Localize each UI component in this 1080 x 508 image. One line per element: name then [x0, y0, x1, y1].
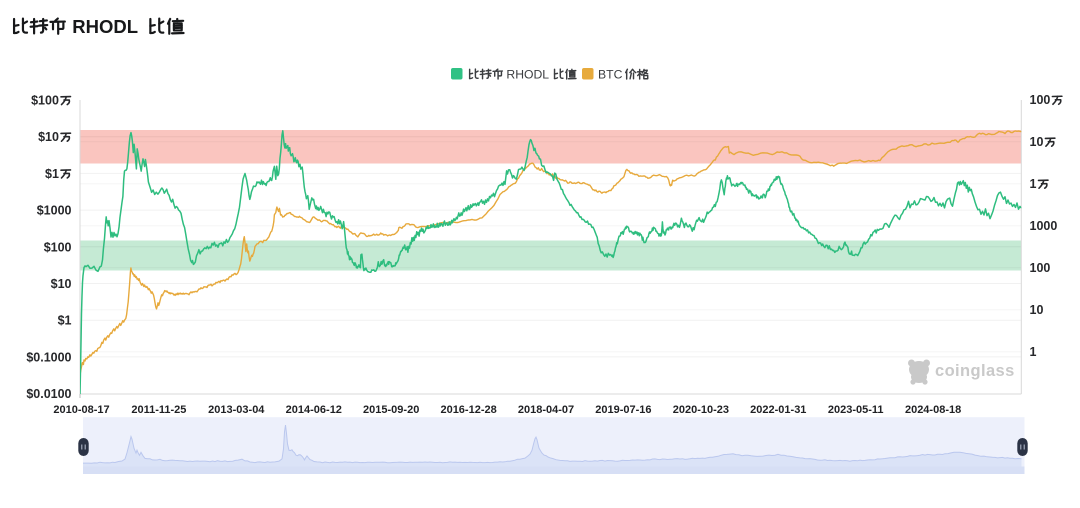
svg-text:$0.1000: $0.1000: [26, 350, 71, 364]
svg-text:2024-08-18: 2024-08-18: [905, 404, 961, 416]
svg-text:2018-04-07: 2018-04-07: [518, 404, 574, 416]
svg-text:1: 1: [1030, 345, 1037, 359]
svg-text:2014-06-12: 2014-06-12: [286, 404, 342, 416]
svg-text:coinglass: coinglass: [935, 362, 1015, 380]
svg-text:$100: $100: [44, 240, 72, 254]
svg-text:$0.0100: $0.0100: [26, 387, 71, 401]
svg-text:1000: 1000: [1030, 219, 1058, 233]
svg-text:$10: $10: [51, 277, 72, 291]
svg-text:2015-09-20: 2015-09-20: [363, 404, 419, 416]
svg-text:10: 10: [1030, 135, 1044, 149]
svg-text:RHODL: RHODL: [506, 68, 549, 82]
svg-text:10: 10: [1030, 303, 1044, 317]
svg-text:2011-11-25: 2011-11-25: [131, 404, 186, 416]
svg-text:2019-07-16: 2019-07-16: [595, 404, 651, 416]
svg-text:100: 100: [1030, 261, 1051, 275]
svg-text:2022-01-31: 2022-01-31: [750, 404, 806, 416]
svg-text:RHODL: RHODL: [72, 16, 138, 37]
svg-text:100: 100: [1030, 93, 1051, 107]
svg-text:1: 1: [1030, 177, 1037, 191]
svg-text:$100: $100: [31, 94, 59, 108]
svg-text:2020-10-23: 2020-10-23: [673, 404, 729, 416]
svg-text:2010-08-17: 2010-08-17: [53, 404, 109, 416]
svg-text:2013-03-04: 2013-03-04: [208, 404, 265, 416]
svg-text:2016-12-28: 2016-12-28: [440, 404, 496, 416]
svg-text:$1000: $1000: [37, 204, 72, 218]
svg-text:$1: $1: [45, 167, 59, 181]
svg-text:$1: $1: [58, 314, 72, 328]
svg-text:$10: $10: [38, 130, 59, 144]
svg-text:2023-05-11: 2023-05-11: [828, 404, 884, 416]
svg-text:BTC: BTC: [598, 68, 623, 82]
